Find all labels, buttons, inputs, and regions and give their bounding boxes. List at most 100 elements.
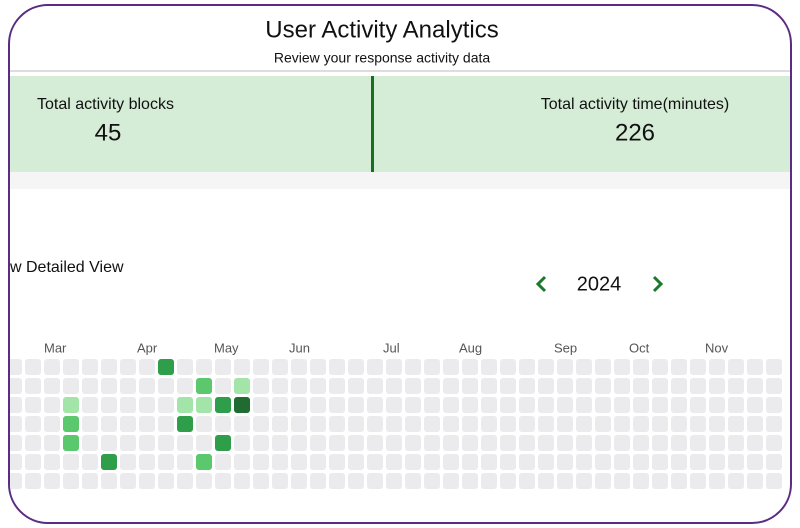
activity-cell xyxy=(557,473,573,489)
activity-cell xyxy=(82,435,98,451)
activity-cell xyxy=(386,473,402,489)
activity-cell xyxy=(747,435,763,451)
activity-cell xyxy=(500,435,516,451)
activity-cell xyxy=(747,416,763,432)
activity-cell xyxy=(690,473,706,489)
app-frame: User Activity Analytics Review your resp… xyxy=(8,4,792,524)
activity-cell xyxy=(595,473,611,489)
activity-cell xyxy=(614,435,630,451)
activity-cell xyxy=(158,435,174,451)
activity-cell xyxy=(44,473,60,489)
detail-link[interactable]: w Detailed View xyxy=(10,259,124,276)
activity-cell xyxy=(139,416,155,432)
activity-cell xyxy=(709,435,725,451)
activity-cell xyxy=(595,454,611,470)
activity-cell xyxy=(405,435,421,451)
activity-cell xyxy=(25,416,41,432)
activity-cell xyxy=(63,359,79,375)
activity-cell xyxy=(576,454,592,470)
activity-cell xyxy=(538,454,554,470)
activity-cell xyxy=(82,416,98,432)
month-label: Jun xyxy=(289,340,310,355)
activity-cell xyxy=(576,435,592,451)
activity-cell xyxy=(462,397,478,413)
activity-cell xyxy=(82,397,98,413)
activity-cell xyxy=(443,416,459,432)
activity-cell xyxy=(234,435,250,451)
activity-cell xyxy=(462,359,478,375)
activity-cell xyxy=(196,473,212,489)
activity-cell xyxy=(367,473,383,489)
activity-cell xyxy=(367,416,383,432)
activity-cell xyxy=(405,359,421,375)
stat-label: Total activity time(minutes) xyxy=(541,96,730,113)
stats-divider xyxy=(371,76,374,172)
activity-cell xyxy=(367,397,383,413)
activity-cell xyxy=(272,435,288,451)
activity-cell xyxy=(120,397,136,413)
activity-cell xyxy=(595,378,611,394)
activity-cell xyxy=(63,397,79,413)
activity-cell xyxy=(652,454,668,470)
activity-cell xyxy=(25,359,41,375)
prev-year-button[interactable] xyxy=(535,275,547,293)
activity-cell xyxy=(310,397,326,413)
stat-value: 45 xyxy=(95,119,122,146)
activity-cell xyxy=(120,359,136,375)
activity-cell xyxy=(101,416,117,432)
activity-cell xyxy=(538,435,554,451)
activity-cell xyxy=(10,435,22,451)
activity-cell xyxy=(215,435,231,451)
activity-cell xyxy=(367,359,383,375)
activity-cell xyxy=(557,359,573,375)
activity-cell xyxy=(614,359,630,375)
activity-cell xyxy=(120,473,136,489)
activity-cell xyxy=(101,435,117,451)
activity-cell xyxy=(25,378,41,394)
activity-cell xyxy=(348,359,364,375)
activity-cell xyxy=(348,378,364,394)
activity-cell xyxy=(766,359,782,375)
activity-cell xyxy=(481,454,497,470)
activity-cell xyxy=(728,359,744,375)
activity-cell xyxy=(348,454,364,470)
activity-cell xyxy=(272,378,288,394)
activity-cell xyxy=(101,454,117,470)
activity-cell xyxy=(158,454,174,470)
activity-cell xyxy=(386,416,402,432)
activity-cell xyxy=(595,435,611,451)
activity-cell xyxy=(690,416,706,432)
activity-cell xyxy=(728,378,744,394)
activity-cell xyxy=(690,435,706,451)
activity-cell xyxy=(234,397,250,413)
activity-cell xyxy=(557,454,573,470)
activity-cell xyxy=(177,359,193,375)
activity-cell xyxy=(576,397,592,413)
activity-cell xyxy=(101,397,117,413)
activity-cell xyxy=(10,416,22,432)
activity-cell xyxy=(310,473,326,489)
activity-cell xyxy=(196,454,212,470)
activity-cell xyxy=(443,359,459,375)
activity-cell xyxy=(158,378,174,394)
activity-cell xyxy=(158,416,174,432)
activity-cell xyxy=(500,473,516,489)
activity-cell xyxy=(709,359,725,375)
activity-cell xyxy=(633,416,649,432)
activity-cell xyxy=(10,378,22,394)
activity-cell xyxy=(747,454,763,470)
activity-cell xyxy=(310,454,326,470)
activity-cell xyxy=(329,435,345,451)
activity-cell xyxy=(10,397,22,413)
activity-cell xyxy=(595,397,611,413)
activity-cell xyxy=(215,397,231,413)
activity-cell xyxy=(44,416,60,432)
activity-cell xyxy=(424,473,440,489)
activity-cell xyxy=(139,397,155,413)
activity-cell xyxy=(272,397,288,413)
page-title: User Activity Analytics xyxy=(265,16,498,43)
next-year-button[interactable] xyxy=(652,275,664,293)
activity-cell xyxy=(557,397,573,413)
activity-cell xyxy=(44,397,60,413)
